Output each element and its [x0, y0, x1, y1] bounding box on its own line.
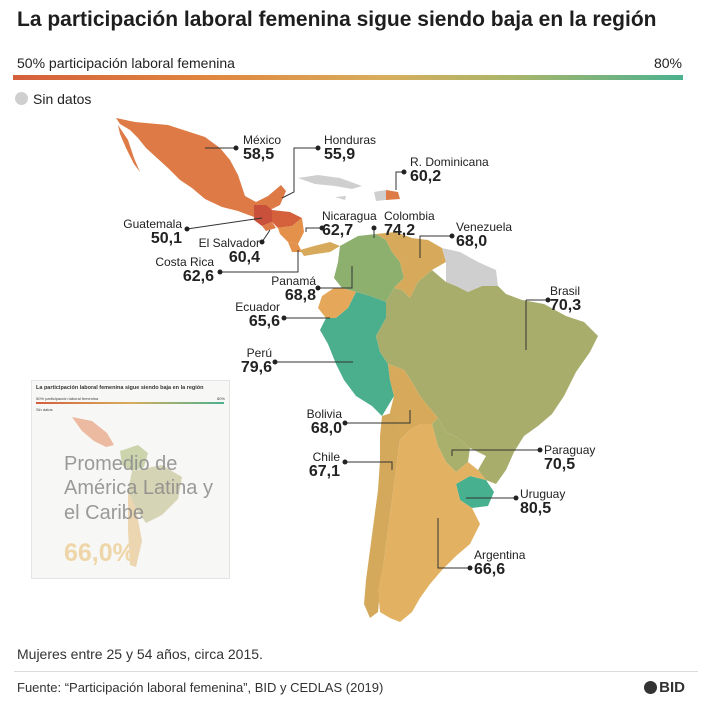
- inset-thumbnail: La participación laboral femenina sigue …: [31, 380, 230, 579]
- inset-title: La participación laboral femenina sigue …: [36, 385, 204, 391]
- bid-logo-text: BID: [659, 679, 685, 696]
- divider: [14, 671, 698, 672]
- page-title: La participación laboral femenina sigue …: [17, 8, 657, 31]
- country-shape-cuba: [298, 175, 362, 189]
- country-shape-honduras: [272, 210, 302, 228]
- label-argentina: Argentina 66,6: [474, 548, 526, 578]
- source-text: Fuente: “Participación laboral femenina”…: [17, 680, 384, 695]
- label-venezuela: Venezuela 68,0: [456, 220, 513, 250]
- no-data-label: Sin datos: [33, 91, 92, 107]
- country-shape-haiti: [374, 190, 386, 201]
- country-shape-venezuela: [376, 232, 446, 298]
- country-shape-bolivia: [388, 364, 438, 440]
- leader-lines: [186, 147, 548, 569]
- inset-min-label: 50% participación laboral femenina: [36, 396, 99, 401]
- label-peru: Perú 79,6: [240, 346, 272, 376]
- country-shape-guianas: [442, 248, 498, 292]
- country-shape-mexico: [116, 118, 286, 217]
- label-ecuador: Ecuador 65,6: [235, 300, 280, 330]
- country-shape-peru: [320, 292, 394, 416]
- label-el-salvador: El Salvador 60,4: [198, 236, 260, 266]
- label-dominican-republic: R. Dominicana 60,2: [410, 155, 489, 185]
- country-shape-guatemala: [254, 205, 272, 226]
- country-shape-costa-rica: [288, 242, 302, 252]
- no-data-swatch: [15, 92, 28, 105]
- label-panama: Panamá 68,8: [271, 274, 316, 304]
- label-costa-rica: Costa Rica 62,6: [155, 255, 214, 285]
- legend-min-label: 50% participación laboral femenina: [17, 55, 235, 71]
- label-brazil: Brasil 70,3: [550, 284, 582, 314]
- average-value: 66,0%: [64, 539, 135, 567]
- country-shape-ecuador: [318, 288, 356, 318]
- label-paraguay: Paraguay 70,5: [544, 443, 596, 473]
- label-guatemala: Guatemala 50,1: [123, 217, 182, 247]
- country-shape-jamaica: [335, 196, 346, 200]
- bid-logo-icon: [644, 681, 658, 694]
- label-colombia: Colombia 74,2: [384, 209, 435, 239]
- footnote: Mujeres entre 25 y 54 años, circa 2015.: [17, 646, 263, 662]
- label-nicaragua: Nicaragua 62,7: [322, 209, 377, 239]
- country-shape-uruguay: [456, 476, 494, 508]
- leader-dots: [184, 145, 551, 571]
- country-shape-brazil: [376, 270, 598, 484]
- inset-max-label: 80%: [216, 396, 225, 401]
- label-bolivia: Bolivia 68,0: [306, 407, 342, 437]
- inset-color-scale: [36, 402, 224, 404]
- country-shape-el-salvador: [262, 222, 276, 231]
- legend-color-scale: [13, 75, 683, 80]
- inset-map: [72, 417, 182, 567]
- inset-no-data-label: Sin datos: [36, 407, 53, 412]
- label-chile: Chile 67,1: [308, 450, 340, 480]
- country-shape-chile: [364, 412, 400, 618]
- country-shape-argentina: [378, 424, 486, 622]
- country-shape-nicaragua: [278, 218, 304, 244]
- average-label: Promedio de América Latina y el Caribe: [64, 453, 213, 524]
- bid-logo: BID: [644, 679, 685, 696]
- label-honduras: Honduras 55,9: [324, 133, 377, 163]
- label-mexico: México 58,5: [243, 133, 282, 163]
- country-shape-panama: [300, 242, 340, 256]
- label-uruguay: Uruguay 80,5: [520, 487, 566, 517]
- country-shape-paraguay: [432, 418, 470, 472]
- country-shape-dominican-republic: [386, 190, 400, 200]
- legend-max-label: 80%: [653, 55, 682, 71]
